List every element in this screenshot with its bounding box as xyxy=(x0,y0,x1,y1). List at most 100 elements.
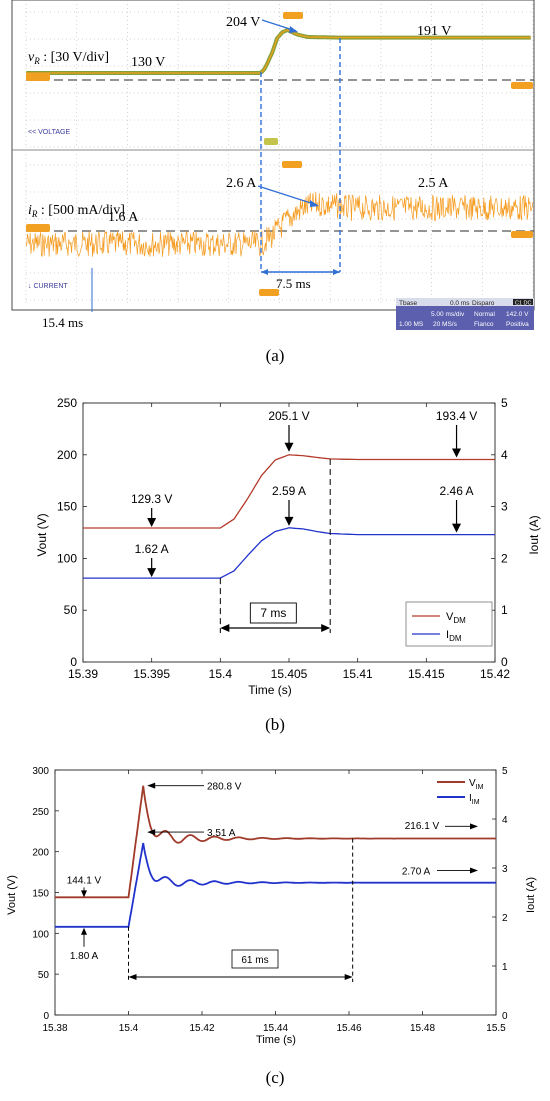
info-badge-bg xyxy=(513,299,533,305)
y-tick-label: 50 xyxy=(64,603,78,617)
chart-dm-ylabel: Vout (V) xyxy=(35,513,49,556)
info-r1c2: 5.00 ms/div xyxy=(431,311,465,318)
x-tick-label: 15.46 xyxy=(336,1023,361,1034)
interval-box xyxy=(249,602,297,624)
interval-head-right xyxy=(321,624,331,632)
x-tick-label: 15.39 xyxy=(68,667,98,681)
current-channel-tag: ↓ CURRENT xyxy=(28,283,68,290)
v-peak-arrow-head xyxy=(147,782,156,789)
info-r2c2: 20 MS/s xyxy=(433,321,458,328)
chart-im-xlabel: Time (s) xyxy=(256,1034,296,1046)
v-channel-label: vR : [30 V/div] xyxy=(28,50,109,66)
v-final-arrow-head xyxy=(452,448,462,458)
x-tick-label: 15.42 xyxy=(480,667,510,681)
legend-vim-label: VIM xyxy=(469,778,484,791)
voltage-channel-tag: << VOLTAGE xyxy=(28,129,70,136)
y2-tick-label: 5 xyxy=(501,396,508,410)
y-tick-label: 200 xyxy=(57,448,77,462)
x-tick-label: 15.42 xyxy=(189,1023,214,1034)
series-iim-line xyxy=(55,842,496,928)
i-final-arrow-head xyxy=(452,523,462,533)
y-tick-label: 200 xyxy=(32,848,49,859)
ch2-level-marker xyxy=(26,224,50,232)
x-tick-label: 15.405 xyxy=(271,667,308,681)
legend-v-label: VDM xyxy=(446,611,466,625)
x-tick-label: 15.4 xyxy=(119,1023,139,1034)
v-peak-pointer-head xyxy=(289,26,298,33)
ch2-right-marker xyxy=(511,231,533,238)
panel-b-caption: (b) xyxy=(265,715,285,734)
y-tick-label: 100 xyxy=(32,929,49,940)
chart-im-plot: 15.38 15.4 15.42 15.44 15.46 15.48 15.50501001… xyxy=(32,766,508,1034)
chart-dm-legend: VDM IDM xyxy=(405,601,493,647)
time-mark-label: 15.4 ms xyxy=(42,315,83,330)
i-channel-label: iR : [500 mA/div] xyxy=(28,203,125,219)
v-final-label: 193.4 V xyxy=(436,409,477,423)
trigger-time-marker xyxy=(264,138,278,145)
v-initial-label: 130 V xyxy=(131,55,165,70)
series-vdm-line xyxy=(83,454,495,529)
i-peak-arrow-head xyxy=(284,516,294,526)
y-tick-label: 0 xyxy=(43,1011,49,1022)
y2-tick-label: 1 xyxy=(502,962,508,973)
chart-im: 15.38 15.4 15.42 15.44 15.46 15.48 15.50501001… xyxy=(6,766,537,1046)
interval-label: 7 ms xyxy=(260,606,286,620)
series-idm-line xyxy=(83,527,495,579)
i-initial-label: 1.62 A xyxy=(135,542,169,556)
series-vim-line xyxy=(55,785,496,899)
x-tick-label: 15.38 xyxy=(42,1023,67,1034)
y-tick-label: 250 xyxy=(57,396,77,410)
panel-c-caption: (c) xyxy=(265,1068,285,1087)
tbase-value: 0.0 ms xyxy=(450,300,470,307)
v-peak-label: 205.1 V xyxy=(268,409,309,423)
bottom-time-marker xyxy=(259,289,279,296)
legend-iim-label: IIM xyxy=(469,793,480,806)
y-tick-label: 50 xyxy=(38,970,50,981)
y-tick-label: 100 xyxy=(57,551,77,565)
tbase-label: Tbase xyxy=(399,300,417,307)
scope-info-box: Tbase 0.0 ms Disparo C1 DC 5.00 ms/div N… xyxy=(396,298,534,330)
y2-tick-label: 2 xyxy=(501,551,508,565)
info-r2c4: Positiva xyxy=(506,321,529,328)
y2-tick-label: 0 xyxy=(502,1011,508,1022)
info-r1c3: Normal xyxy=(474,311,496,318)
interval-arrowhead-left xyxy=(261,269,268,275)
y2-tick-label: 0 xyxy=(501,655,508,669)
i-initial-label: 1.6 A xyxy=(108,210,139,225)
i-peak-label: 3.51 A xyxy=(207,828,236,839)
y2-tick-label: 4 xyxy=(501,448,508,462)
y-tick-label: 0 xyxy=(70,655,77,669)
plot-frame xyxy=(54,769,497,1016)
voltage-trace-highlight xyxy=(26,29,531,74)
i-final-label: 2.70 A xyxy=(402,866,431,877)
v-initial-label: 129.3 V xyxy=(131,492,172,506)
i-peak-label: 2.59 A xyxy=(272,484,306,498)
y-tick-label: 150 xyxy=(32,889,49,900)
i-final-label: 2.46 A xyxy=(440,484,474,498)
disparo-label: Disparo xyxy=(472,300,495,307)
v-final-label: 191 V xyxy=(417,24,451,39)
chart-dm: 15.39 15.395 15.4 15.405 15.41 15.415 15.42050… xyxy=(35,396,541,697)
i-initial-arrow-head xyxy=(81,927,87,935)
i-final-arrow-head xyxy=(470,867,478,874)
y2-tick-label: 3 xyxy=(502,864,508,875)
v-final-label: 216.1 V xyxy=(405,821,440,832)
x-tick-label: 15.395 xyxy=(133,667,170,681)
y-tick-label: 250 xyxy=(32,807,49,818)
y2-tick-label: 4 xyxy=(502,815,508,826)
x-tick-label: 15.44 xyxy=(263,1023,288,1034)
interval-head-left xyxy=(128,974,137,980)
interval-box xyxy=(231,949,279,969)
v-peak-arrow-head xyxy=(284,442,294,452)
v-peak-label: 204 V xyxy=(226,15,260,30)
interval-label: 7.5 ms xyxy=(276,276,311,291)
y-tick-label: 300 xyxy=(32,766,49,777)
v-initial-label: 144.1 V xyxy=(67,875,102,886)
y2-tick-label: 3 xyxy=(501,500,508,514)
i-peak-label: 2.6 A xyxy=(226,176,257,191)
i-initial-arrow-head xyxy=(147,568,157,578)
i-peak-pointer xyxy=(257,185,318,206)
scope-capture: vR : [30 V/div] 130 V 204 V 191 V << VOL… xyxy=(11,0,535,330)
panel-a-caption: (a) xyxy=(265,346,285,365)
info-r1c4: 142.0 V xyxy=(506,311,529,318)
